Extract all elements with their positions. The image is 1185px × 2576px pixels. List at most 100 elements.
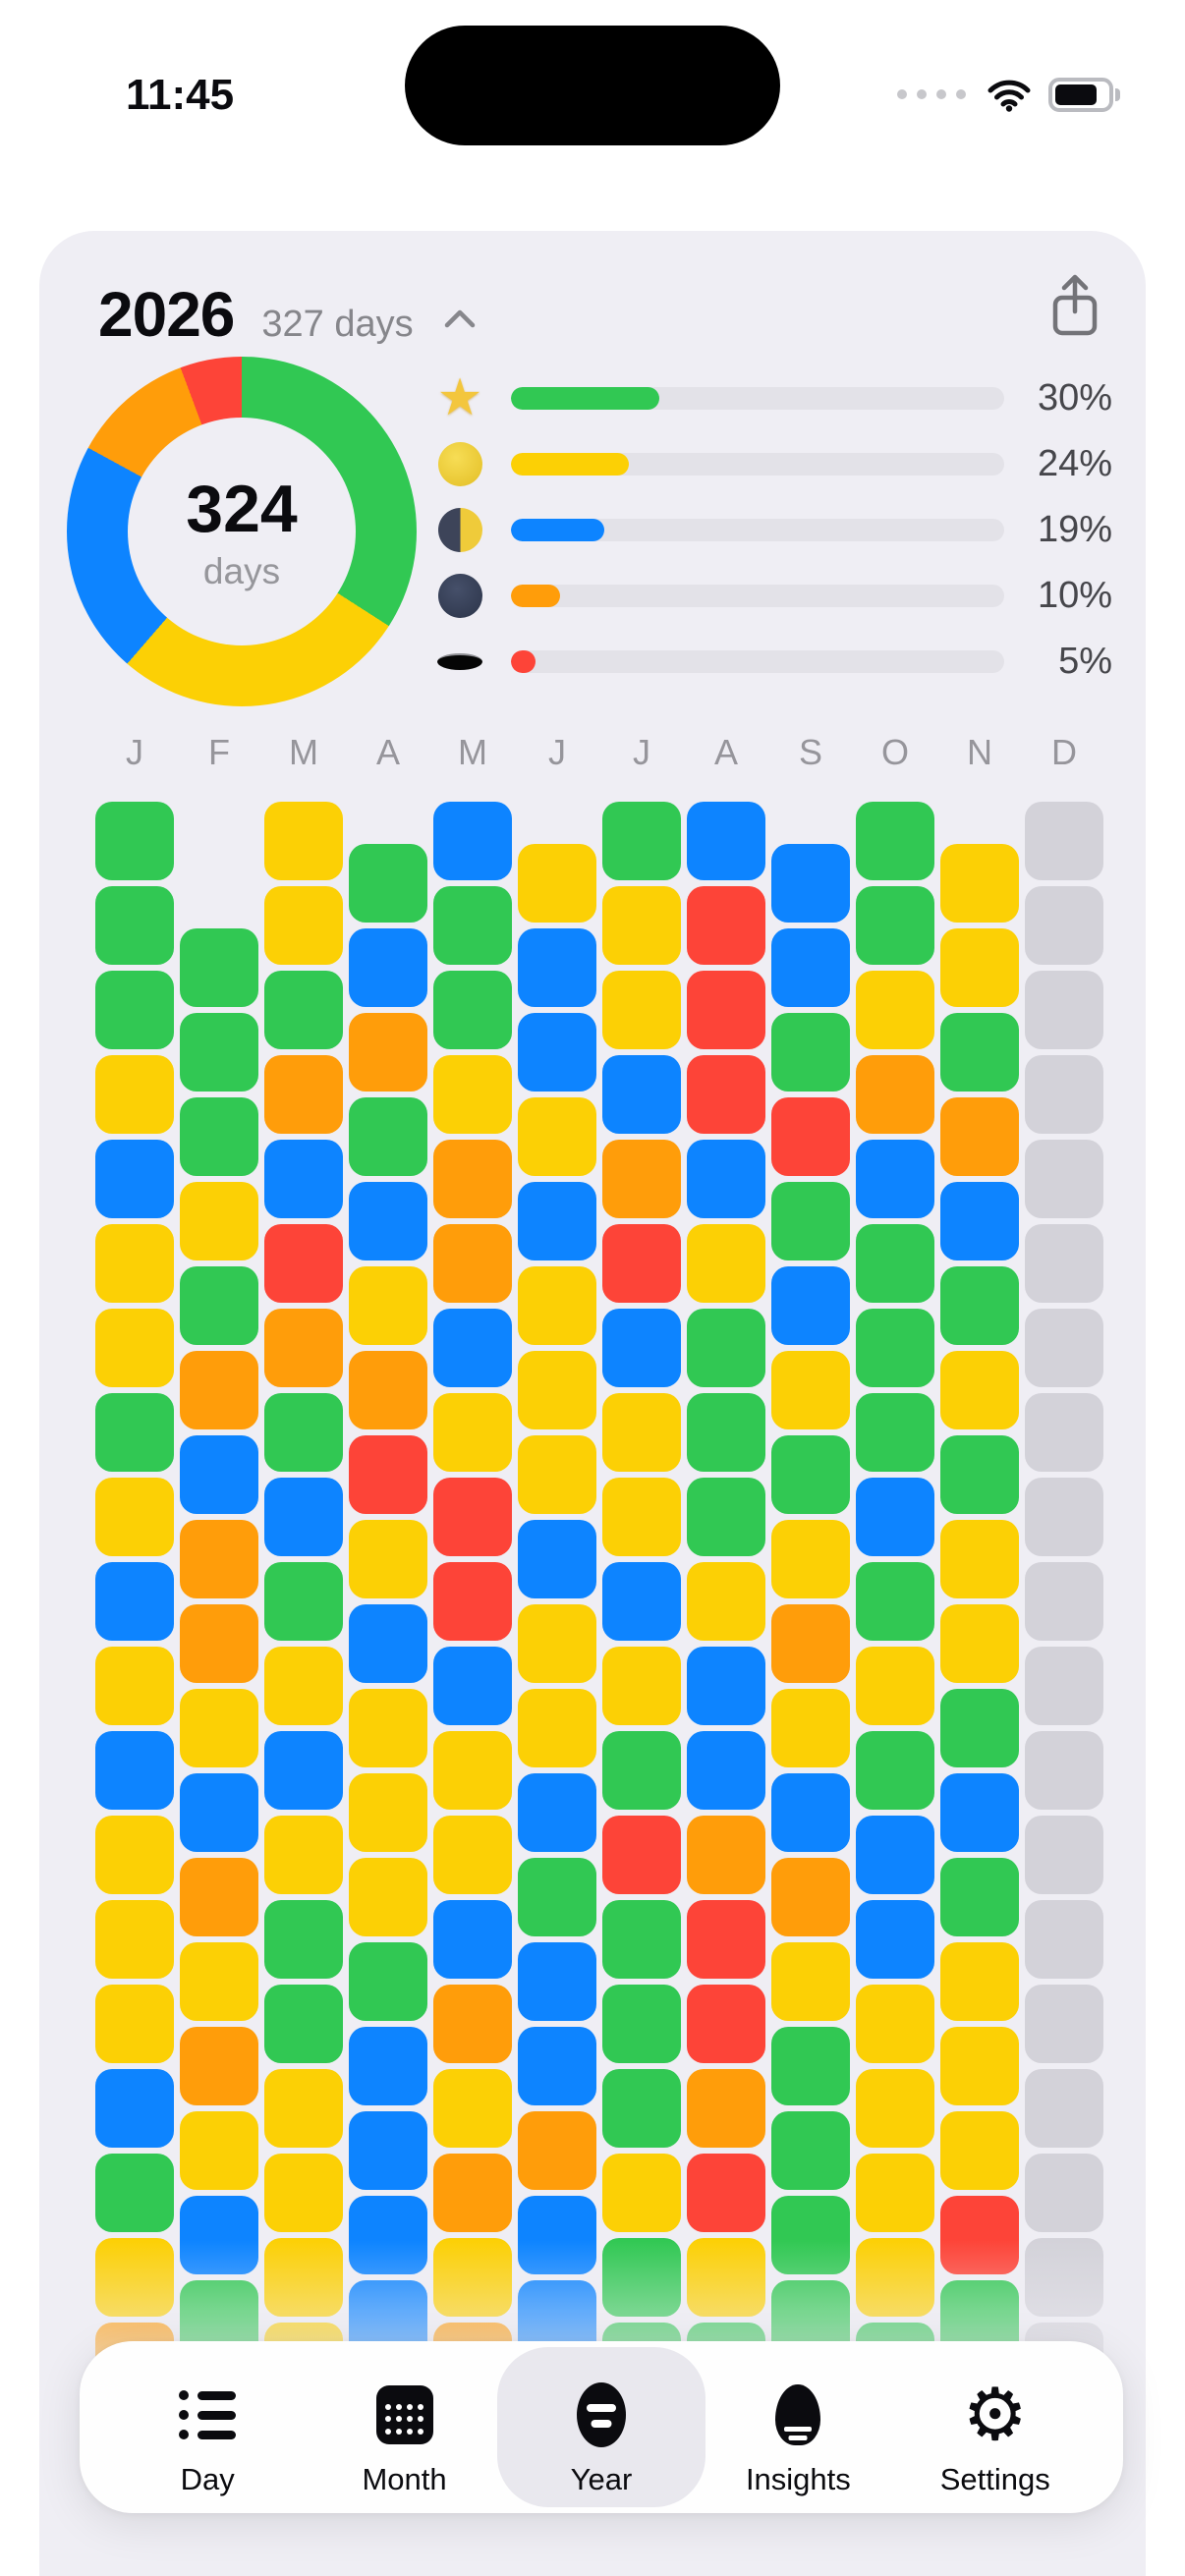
day-cell[interactable] <box>349 1604 427 1683</box>
day-cell[interactable] <box>602 1731 681 1810</box>
day-cell[interactable] <box>856 2154 934 2232</box>
day-cell[interactable] <box>687 1224 765 1303</box>
day-cell[interactable] <box>349 1689 427 1767</box>
day-cell[interactable] <box>180 1097 258 1176</box>
day-cell[interactable] <box>940 1097 1019 1176</box>
day-cell[interactable] <box>1025 1140 1103 1218</box>
day-cell[interactable] <box>771 1942 850 2021</box>
day-cell[interactable] <box>180 1435 258 1514</box>
day-cell[interactable] <box>771 844 850 923</box>
day-cell[interactable] <box>940 1520 1019 1598</box>
day-cell[interactable] <box>602 1478 681 1556</box>
day-cell[interactable] <box>1025 886 1103 965</box>
day-cell[interactable] <box>1025 1731 1103 1810</box>
day-cell[interactable] <box>264 971 343 1049</box>
day-cell[interactable] <box>95 1055 174 1134</box>
day-cell[interactable] <box>349 1773 427 1852</box>
day-cell[interactable] <box>264 886 343 965</box>
day-cell[interactable] <box>518 1266 596 1345</box>
day-cell[interactable] <box>771 1097 850 1176</box>
day-cell[interactable] <box>856 1647 934 1725</box>
day-cell[interactable] <box>771 1604 850 1683</box>
day-cell[interactable] <box>1025 1309 1103 1387</box>
day-cell[interactable] <box>349 1013 427 1092</box>
day-cell[interactable] <box>518 1604 596 1683</box>
day-cell[interactable] <box>602 1816 681 1894</box>
day-cell[interactable] <box>433 1985 512 2063</box>
day-cell[interactable] <box>1025 1562 1103 1641</box>
day-cell[interactable] <box>602 1562 681 1641</box>
day-cell[interactable] <box>264 1393 343 1472</box>
day-cell[interactable] <box>264 1224 343 1303</box>
day-cell[interactable] <box>602 1900 681 1979</box>
day-cell[interactable] <box>602 1309 681 1387</box>
day-cell[interactable] <box>349 2111 427 2190</box>
day-cell[interactable] <box>856 1140 934 1218</box>
day-cell[interactable] <box>433 2069 512 2148</box>
day-cell[interactable] <box>95 1309 174 1387</box>
day-cell[interactable] <box>856 1985 934 2063</box>
day-cell[interactable] <box>264 1900 343 1979</box>
day-cell[interactable] <box>518 1351 596 1429</box>
day-cell[interactable] <box>95 1224 174 1303</box>
day-cell[interactable] <box>687 802 765 880</box>
day-cell[interactable] <box>180 1858 258 1936</box>
day-cell[interactable] <box>95 1393 174 1472</box>
day-cell[interactable] <box>180 1182 258 1260</box>
day-cell[interactable] <box>940 1858 1019 1936</box>
day-cell[interactable] <box>771 1266 850 1345</box>
collapse-summary-button[interactable] <box>439 305 480 339</box>
day-cell[interactable] <box>349 1858 427 1936</box>
day-cell[interactable] <box>433 1900 512 1979</box>
day-cell[interactable] <box>433 1478 512 1556</box>
day-cell[interactable] <box>1025 1393 1103 1472</box>
day-cell[interactable] <box>856 802 934 880</box>
day-cell[interactable] <box>433 1393 512 1472</box>
day-cell[interactable] <box>856 1731 934 1810</box>
day-cell[interactable] <box>602 1985 681 2063</box>
day-cell[interactable] <box>1025 1478 1103 1556</box>
day-cell[interactable] <box>180 1520 258 1598</box>
day-cell[interactable] <box>264 1140 343 1218</box>
day-cell[interactable] <box>687 2154 765 2232</box>
day-cell[interactable] <box>687 2069 765 2148</box>
day-cell[interactable] <box>349 2027 427 2105</box>
day-cell[interactable] <box>1025 1224 1103 1303</box>
day-cell[interactable] <box>264 2154 343 2232</box>
day-cell[interactable] <box>349 1520 427 1598</box>
day-cell[interactable] <box>264 1478 343 1556</box>
day-cell[interactable] <box>264 1816 343 1894</box>
day-cell[interactable] <box>180 1604 258 1683</box>
day-cell[interactable] <box>180 1013 258 1092</box>
day-cell[interactable] <box>771 1351 850 1429</box>
day-cell[interactable] <box>95 1816 174 1894</box>
day-cell[interactable] <box>518 1942 596 2021</box>
day-cell[interactable] <box>1025 2069 1103 2148</box>
day-cell[interactable] <box>180 1942 258 2021</box>
tab-insights[interactable]: Insights <box>702 2341 894 2513</box>
day-cell[interactable] <box>433 1055 512 1134</box>
day-cell[interactable] <box>856 1816 934 1894</box>
day-cell[interactable] <box>349 1351 427 1429</box>
day-cell[interactable] <box>771 928 850 1007</box>
day-cell[interactable] <box>687 1731 765 1810</box>
day-cell[interactable] <box>687 1309 765 1387</box>
day-cell[interactable] <box>940 1013 1019 1092</box>
day-cell[interactable] <box>518 1858 596 1936</box>
day-cell[interactable] <box>95 1562 174 1641</box>
day-cell[interactable] <box>602 1647 681 1725</box>
day-cell[interactable] <box>1025 1647 1103 1725</box>
day-cell[interactable] <box>433 1731 512 1810</box>
day-cell[interactable] <box>433 1140 512 1218</box>
day-cell[interactable] <box>687 1140 765 1218</box>
day-cell[interactable] <box>95 1647 174 1725</box>
day-cell[interactable] <box>95 1985 174 2063</box>
day-cell[interactable] <box>856 2069 934 2148</box>
day-cell[interactable] <box>940 1266 1019 1345</box>
day-cell[interactable] <box>940 1942 1019 2021</box>
day-cell[interactable] <box>95 886 174 965</box>
day-cell[interactable] <box>1025 971 1103 1049</box>
day-cell[interactable] <box>940 928 1019 1007</box>
day-cell[interactable] <box>518 2027 596 2105</box>
day-cell[interactable] <box>180 1266 258 1345</box>
